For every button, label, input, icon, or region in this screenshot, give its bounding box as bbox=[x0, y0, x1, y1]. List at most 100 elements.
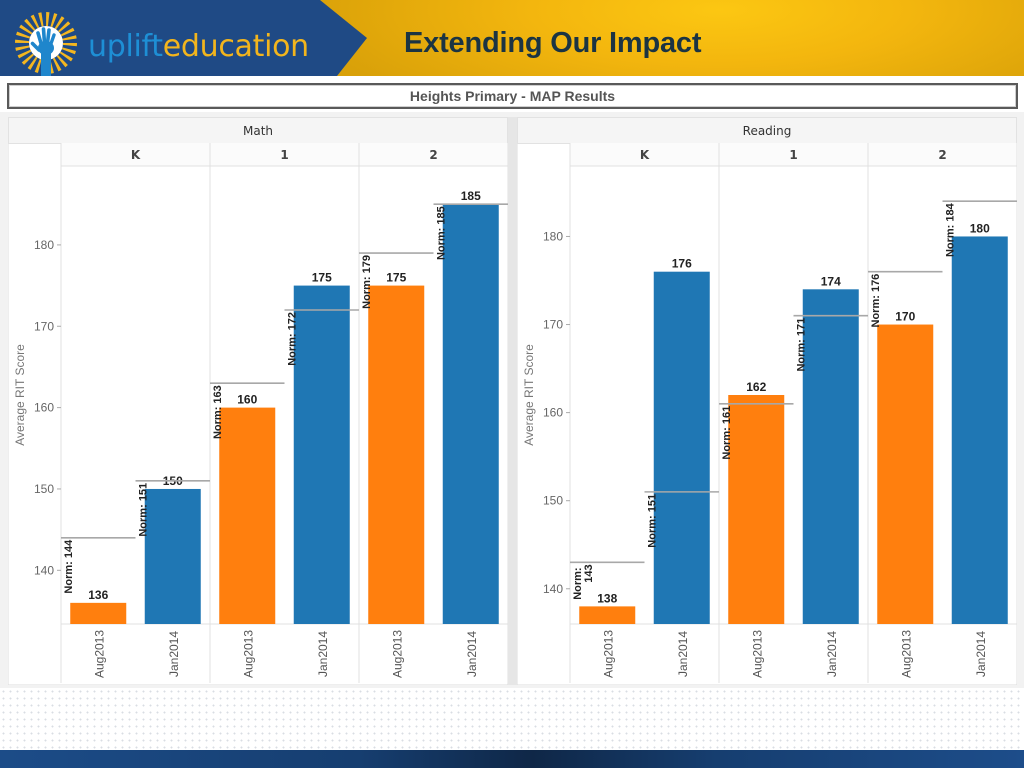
x-tick-label: Aug2013 bbox=[390, 630, 404, 678]
norm-label-prefix: Norm: bbox=[721, 424, 733, 459]
norm-label: Norm: 151 bbox=[138, 483, 150, 537]
norm-label: Norm: 163 bbox=[212, 385, 224, 439]
y-tick-label: 150 bbox=[34, 482, 54, 496]
brand-uplift: uplift bbox=[88, 29, 163, 64]
norm-label-value: 161 bbox=[721, 406, 733, 424]
bar-value-label: 136 bbox=[88, 588, 108, 602]
x-tick-label: Aug2013 bbox=[92, 630, 106, 678]
norm-label-value: 185 bbox=[436, 206, 448, 224]
bar-aug2013-k bbox=[579, 606, 636, 624]
bar-jan2014-2 bbox=[442, 204, 499, 624]
facet-header-label: 1 bbox=[789, 148, 797, 162]
x-tick-label: Jan2014 bbox=[676, 631, 690, 677]
norm-label-value: 176 bbox=[870, 274, 882, 292]
bar-value-label: 175 bbox=[312, 271, 332, 285]
norm-label-prefix: Norm: bbox=[212, 404, 224, 439]
facet-header-label: 1 bbox=[280, 148, 288, 162]
facet-header-label: 2 bbox=[429, 148, 437, 162]
norm-label-value: 151 bbox=[647, 494, 659, 512]
norm-label: Norm: 185 bbox=[436, 206, 448, 260]
facet-header-label: 2 bbox=[938, 148, 946, 162]
dashboard-title: Heights Primary - MAP Results bbox=[409, 88, 616, 104]
bar-aug2013-2 bbox=[877, 324, 934, 624]
brand-education: education bbox=[163, 29, 309, 64]
norm-label: Norm: 161 bbox=[721, 406, 733, 460]
y-tick-label: 180 bbox=[34, 238, 54, 252]
norm-label-prefix: Norm: bbox=[436, 225, 448, 260]
norm-label-value: 171 bbox=[796, 318, 808, 336]
bar-value-label: 175 bbox=[386, 271, 406, 285]
bar-aug2013-1 bbox=[728, 395, 785, 624]
norm-label: Norm: 144 bbox=[63, 539, 75, 594]
norm-label-value: 163 bbox=[212, 385, 224, 403]
norm-label-prefix: Norm: bbox=[572, 564, 584, 599]
brand-wordmark: uplifteducation bbox=[88, 29, 309, 64]
page-title: Extending Our Impact bbox=[404, 27, 702, 59]
norm-label-prefix: Norm: bbox=[647, 512, 659, 547]
bar-jan2014-k bbox=[144, 488, 201, 624]
norm-label: Norm: 143 bbox=[572, 564, 595, 599]
dashboard-title-box: Heights Primary - MAP Results bbox=[7, 83, 1018, 109]
norm-label: Norm: 176 bbox=[870, 274, 882, 328]
norm-label-value: 143 bbox=[583, 564, 595, 582]
y-tick-label: 170 bbox=[543, 318, 563, 332]
norm-label: Norm: 171 bbox=[796, 318, 808, 372]
x-tick-label: Aug2013 bbox=[241, 630, 255, 678]
panel-title: Reading bbox=[743, 124, 792, 138]
norm-label: Norm: 151 bbox=[647, 494, 659, 548]
bar-jan2014-1 bbox=[802, 289, 859, 624]
y-tick-label: 170 bbox=[34, 319, 54, 333]
bar-value-label: 138 bbox=[597, 591, 617, 605]
x-tick-label: Aug2013 bbox=[601, 630, 615, 678]
bar-value-label: 180 bbox=[970, 221, 990, 235]
bar-value-label: 185 bbox=[461, 189, 481, 203]
bar-aug2013-1 bbox=[219, 407, 276, 624]
header-banner: uplifteducation Extending Our Impact bbox=[0, 0, 1024, 76]
panel-title: Math bbox=[243, 124, 273, 138]
bar-jan2014-k bbox=[653, 271, 710, 624]
banner-navy-arrow bbox=[0, 0, 367, 76]
math-chart: Math K 1 2 140 150 160 170 180 Average RIT Score 1… bbox=[8, 117, 508, 685]
bar-value-label: 174 bbox=[821, 274, 841, 288]
x-tick-label: Aug2013 bbox=[750, 630, 764, 678]
norm-label-prefix: Norm: bbox=[945, 222, 957, 257]
norm-label-value: 144 bbox=[63, 539, 75, 558]
x-tick-label: Aug2013 bbox=[899, 630, 913, 678]
x-tick-label: Jan2014 bbox=[316, 631, 330, 677]
facet-header-label: K bbox=[640, 148, 650, 162]
panel-divider bbox=[508, 117, 517, 685]
reading-chart: Reading K 1 2 140 150 160 170 180 Average RIT Sco… bbox=[517, 117, 1017, 685]
norm-label-prefix: Norm: bbox=[287, 330, 299, 365]
bar-aug2013-k bbox=[70, 602, 127, 624]
y-tick-label: 140 bbox=[543, 582, 563, 596]
norm-label-prefix: Norm: bbox=[138, 501, 150, 536]
footer-bar bbox=[0, 750, 1024, 768]
bar-jan2014-2 bbox=[951, 236, 1008, 624]
norm-label-value: 151 bbox=[138, 483, 150, 501]
bar-value-label: 160 bbox=[237, 393, 257, 407]
x-tick-label: Jan2014 bbox=[465, 631, 479, 677]
norm-label: Norm: 184 bbox=[945, 202, 957, 257]
bar-value-label: 176 bbox=[672, 257, 692, 271]
norm-label-value: 172 bbox=[287, 312, 299, 330]
x-tick-label: Jan2014 bbox=[167, 631, 181, 677]
svg-text:uplifteducation: uplifteducation bbox=[88, 29, 309, 64]
norm-label-value: 179 bbox=[361, 255, 373, 273]
y-tick-label: 150 bbox=[543, 494, 563, 508]
norm-label-value: 184 bbox=[945, 202, 957, 221]
norm-label-prefix: Norm: bbox=[870, 292, 882, 327]
y-axis-title: Average RIT Score bbox=[522, 344, 536, 446]
facet-header-row bbox=[570, 143, 1017, 166]
facet-header-label: K bbox=[131, 148, 141, 162]
y-axis-title: Average RIT Score bbox=[13, 344, 27, 446]
facet-header-row bbox=[61, 143, 508, 166]
norm-label-prefix: Norm: bbox=[796, 336, 808, 371]
y-tick-label: 160 bbox=[543, 406, 563, 420]
norm-label: Norm: 172 bbox=[287, 312, 299, 366]
y-tick-label: 180 bbox=[543, 229, 563, 243]
bar-jan2014-1 bbox=[293, 285, 350, 624]
bar-aug2013-2 bbox=[368, 285, 425, 624]
x-tick-label: Jan2014 bbox=[825, 631, 839, 677]
x-tick-label: Jan2014 bbox=[974, 631, 988, 677]
y-tick-label: 160 bbox=[34, 401, 54, 415]
